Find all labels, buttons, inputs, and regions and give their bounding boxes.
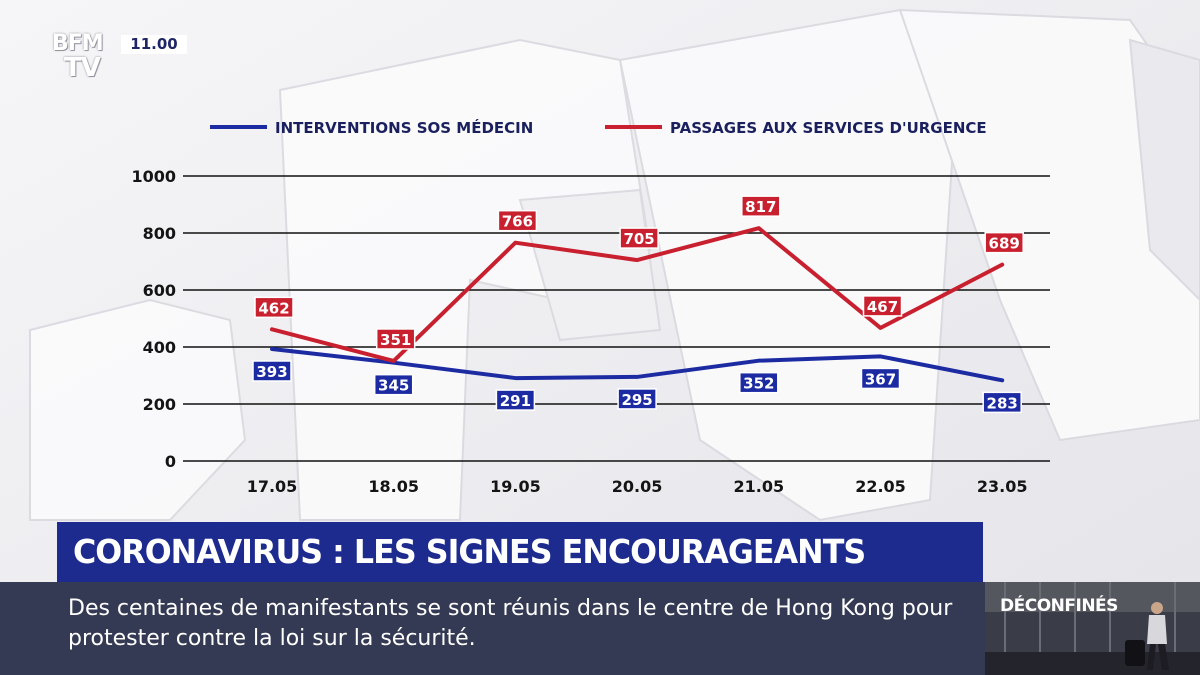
person-body [1147,615,1167,644]
data-label-box [739,371,779,394]
news-ticker: Des centaines de manifestants se sont ré… [0,582,985,675]
data-label-text: 817 [745,198,776,216]
data-label-text: 351 [380,331,411,349]
series-line [270,226,1005,363]
x-tick-label: 21.05 [733,477,784,496]
side-label: DÉCONFINÉS [1000,596,1118,616]
side-video-panel: DÉCONFINÉS [985,582,1200,675]
x-tick-label: 20.05 [612,477,663,496]
y-tick-label: 600 [143,281,176,300]
data-label-box [497,209,538,232]
x-tick-label: 23.05 [977,477,1028,496]
data-label: 351 [375,328,416,350]
data-label-box [375,328,416,350]
logo-line2: TV [64,53,101,83]
legend-label: INTERVENTIONS SOS MÉDECIN [275,118,533,137]
data-label: 295 [617,388,657,410]
data-label-box [495,389,536,411]
data-label-box [741,195,781,217]
data-label-text: 352 [743,375,774,393]
data-label-box [984,231,1024,254]
y-tick-label: 400 [143,338,176,357]
data-label-text: 393 [256,363,287,381]
headline-banner: CORONAVIRUS : LES SIGNES ENCOURAGEANTS [57,522,983,582]
data-label-text: 283 [987,394,1018,412]
line-chart: 0 200 400 600 800 1000 17.05 18.05 19.05 20.05 21.… [131,118,1050,496]
data-label-text: 462 [258,299,289,317]
data-label-box [252,360,292,382]
data-label-box [617,388,657,410]
video-thumbnail [985,582,1200,675]
person-head [1151,602,1163,614]
suitcase-shape [1125,640,1145,666]
x-tick-label: 22.05 [855,477,906,496]
data-label-text: 291 [500,392,531,410]
data-label-box [860,367,901,390]
logo-line1: BFM [52,31,104,56]
data-label: 705 [619,227,659,249]
y-tick-label: 800 [143,224,176,243]
data-label: 462 [254,296,294,319]
data-label-text: 705 [623,230,654,248]
data-label-text: 367 [865,370,896,388]
data-label: 283 [982,391,1022,414]
data-label: 817 [741,195,781,217]
bfmtv-logo: BFM TV [50,32,118,90]
data-label-box [619,227,659,249]
y-tick-label: 200 [143,395,176,414]
data-label-text: 689 [989,235,1020,253]
data-label: 689 [984,231,1024,254]
x-tick-label: 17.05 [247,477,298,496]
ticker-text: Des centaines de manifestants se sont ré… [68,596,953,651]
data-label-text: 345 [378,377,409,395]
data-label-box [373,373,414,396]
data-label-box [862,295,903,317]
clock-time: 11.00 [121,35,187,54]
data-label-text: 467 [867,298,898,316]
data-label: 467 [862,295,903,317]
legend-label: PASSAGES AUX SERVICES D'URGENCE [670,119,987,137]
x-tick-label: 19.05 [490,477,541,496]
data-label: 291 [495,389,536,411]
data-label: 345 [373,373,414,396]
headline-text: CORONAVIRUS : LES SIGNES ENCOURAGEANTS [73,532,866,571]
data-label: 352 [739,371,779,394]
y-tick-label: 1000 [131,167,176,186]
y-tick-label: 0 [165,452,176,471]
data-label-text: 295 [621,391,652,409]
data-label: 393 [252,360,292,382]
data-label: 367 [860,367,901,390]
data-label-text: 766 [502,213,533,231]
x-tick-label: 18.05 [368,477,419,496]
data-label-box [254,296,294,319]
data-label: 766 [497,209,538,232]
data-label-box [982,391,1022,414]
